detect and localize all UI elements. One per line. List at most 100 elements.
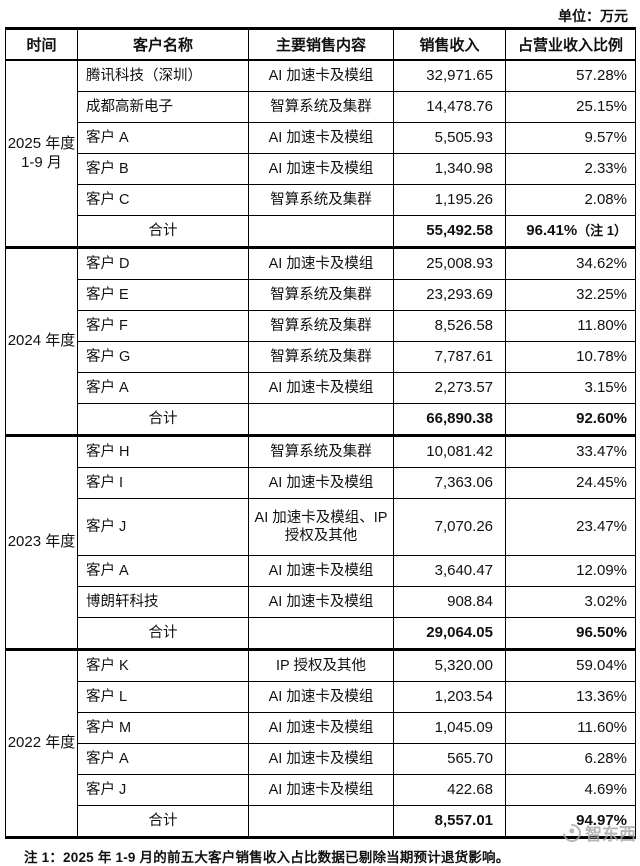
revenue-cell: 1,195.26 (393, 184, 506, 216)
total-ratio-cell: 94.97% (505, 805, 636, 838)
content-cell: AI 加速卡及模组 (248, 247, 394, 280)
content-cell: AI 加速卡及模组 (248, 774, 394, 806)
revenue-cell: 5,505.93 (393, 122, 506, 154)
customer-cell: 客户 A (77, 555, 249, 587)
revenue-cell: 1,045.09 (393, 712, 506, 744)
customer-cell: 客户 H (77, 435, 249, 468)
table-row: 客户 M AI 加速卡及模组 1,045.09 11.60% (6, 712, 636, 744)
table-row: 客户 L AI 加速卡及模组 1,203.54 13.36% (6, 681, 636, 713)
customer-cell: 客户 A (77, 743, 249, 775)
customer-cell: 客户 G (77, 341, 249, 373)
table-row: 2025 年度 1-9 月 腾讯科技（深圳） AI 加速卡及模组 32,971.… (5, 59, 636, 248)
header-ratio: 占营业收入比例 (505, 28, 636, 61)
revenue-cell: 7,070.26 (393, 498, 506, 556)
top-customers-table: 时间 客户名称 主要销售内容 销售收入 占营业收入比例 2025 年度 1-9 … (5, 27, 636, 839)
table-row: 客户 I AI 加速卡及模组 7,363.06 24.45% (6, 467, 636, 499)
customer-cell: 客户 I (77, 467, 249, 499)
content-cell: AI 加速卡及模组 (248, 59, 394, 92)
revenue-cell: 1,340.98 (393, 153, 506, 185)
revenue-cell: 565.70 (393, 743, 506, 775)
revenue-cell: 25,008.93 (393, 247, 506, 280)
revenue-cell: 14,478.76 (393, 91, 506, 123)
table-row: 客户 B AI 加速卡及模组 1,340.98 2.33% (6, 153, 636, 185)
ratio-cell: 33.47% (505, 435, 636, 468)
ratio-cell: 25.15% (505, 91, 636, 123)
content-cell: AI 加速卡及模组 (248, 122, 394, 154)
table-row: 客户 C 智算系统及集群 1,195.26 2.08% (6, 184, 636, 216)
total-label-cell: 合计 (77, 617, 249, 650)
table-row: 客户 A AI 加速卡及模组 2,273.57 3.15% (6, 372, 636, 404)
revenue-cell: 23,293.69 (393, 279, 506, 311)
content-cell: IP 授权及其他 (248, 649, 394, 682)
empty-cell (248, 215, 394, 248)
customer-cell: 客户 F (77, 310, 249, 342)
table-row: 博朗轩科技 AI 加速卡及模组 908.84 3.02% (6, 586, 636, 618)
header-row: 时间 客户名称 主要销售内容 销售收入 占营业收入比例 (5, 28, 636, 61)
content-cell: AI 加速卡及模组 (248, 586, 394, 618)
revenue-cell: 8,526.58 (393, 310, 506, 342)
ratio-cell: 23.47% (505, 498, 636, 556)
table-row: 客户 J AI 加速卡及模组 422.68 4.69% (6, 774, 636, 806)
revenue-cell: 5,320.00 (393, 649, 506, 682)
customer-cell: 博朗轩科技 (77, 586, 249, 618)
revenue-cell: 10,081.42 (393, 435, 506, 468)
customer-cell: 客户 K (77, 649, 249, 682)
revenue-cell: 7,363.06 (393, 467, 506, 499)
total-ratio-value: 96.41% (526, 221, 578, 239)
empty-cell (248, 617, 394, 650)
revenue-cell: 908.84 (393, 586, 506, 618)
table-row: 客户 F 智算系统及集群 8,526.58 11.80% (6, 310, 636, 342)
ratio-cell: 3.02% (505, 586, 636, 618)
customer-cell: 客户 B (77, 153, 249, 185)
ratio-cell: 11.60% (505, 712, 636, 744)
table-row: 客户 J AI 加速卡及模组、IP 授权及其他 7,070.26 23.47% (6, 498, 636, 556)
ratio-cell: 10.78% (505, 341, 636, 373)
revenue-cell: 422.68 (393, 774, 506, 806)
revenue-cell: 1,203.54 (393, 681, 506, 713)
content-cell: AI 加速卡及模组、IP 授权及其他 (248, 498, 394, 556)
period-cell: 2024 年度 (5, 247, 78, 436)
table-row: 客户 A AI 加速卡及模组 565.70 6.28% (6, 743, 636, 775)
empty-cell (248, 403, 394, 436)
header-content: 主要销售内容 (248, 28, 394, 61)
revenue-cell: 3,640.47 (393, 555, 506, 587)
ratio-cell: 57.28% (505, 59, 636, 92)
total-row: 合计 66,890.38 92.60% (6, 403, 636, 436)
header-time: 时间 (5, 28, 78, 61)
ratio-cell: 2.08% (505, 184, 636, 216)
total-revenue-cell: 8,557.01 (393, 805, 506, 838)
customer-cell: 客户 J (77, 774, 249, 806)
empty-cell (248, 805, 394, 838)
header-revenue: 销售收入 (393, 28, 506, 61)
total-label-cell: 合计 (77, 403, 249, 436)
table-row: 2023 年度 客户 H 智算系统及集群 10,081.42 33.47% (5, 435, 636, 650)
total-revenue-cell: 66,890.38 (393, 403, 506, 436)
total-ratio-cell: 96.41%（注 1） (505, 215, 636, 248)
total-row: 合计 29,064.05 96.50% (6, 617, 636, 650)
ratio-cell: 59.04% (505, 649, 636, 682)
table-row: 成都高新电子 智算系统及集群 14,478.76 25.15% (6, 91, 636, 123)
period-cell: 2023 年度 (5, 435, 78, 650)
section-2023: 2023 年度 客户 H 智算系统及集群 10,081.42 33.47% 客户… (5, 435, 636, 650)
content-cell: AI 加速卡及模组 (248, 372, 394, 404)
customer-cell: 成都高新电子 (77, 91, 249, 123)
content-cell: AI 加速卡及模组 (248, 153, 394, 185)
table-row: 客户 E 智算系统及集群 23,293.69 32.25% (6, 279, 636, 311)
total-label-cell: 合计 (77, 215, 249, 248)
customer-cell: 客户 J (77, 498, 249, 556)
content-cell: 智算系统及集群 (248, 310, 394, 342)
ratio-cell: 11.80% (505, 310, 636, 342)
total-row: 合计 55,492.58 96.41%（注 1） (6, 215, 636, 248)
header-customer: 客户名称 (77, 28, 249, 61)
table-row: 客户 A AI 加速卡及模组 3,640.47 12.09% (6, 555, 636, 587)
ratio-cell: 13.36% (505, 681, 636, 713)
total-ratio-note: （注 1） (577, 222, 627, 238)
ratio-cell: 4.69% (505, 774, 636, 806)
content-cell: 智算系统及集群 (248, 435, 394, 468)
section-2024: 2024 年度 客户 D AI 加速卡及模组 25,008.93 34.62% … (5, 247, 636, 436)
ratio-cell: 9.57% (505, 122, 636, 154)
period-cell: 2025 年度 1-9 月 (5, 59, 78, 248)
total-label-cell: 合计 (77, 805, 249, 838)
content-cell: 智算系统及集群 (248, 341, 394, 373)
